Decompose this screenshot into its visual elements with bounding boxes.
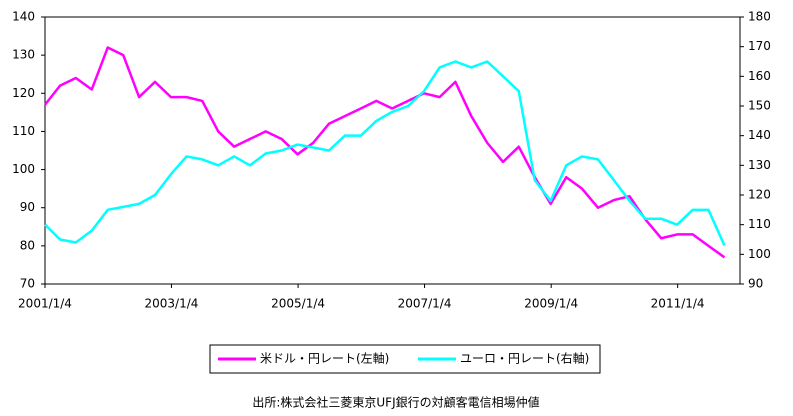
legend-label: 米ドル・円レート(左軸) <box>260 351 389 366</box>
series-line <box>44 60 726 246</box>
series-line <box>44 46 726 259</box>
y-tick-label: 80 <box>20 238 35 252</box>
x-tick-label: 2007/1/4 <box>398 297 452 311</box>
y2-tick-label: 170 <box>748 39 771 53</box>
y2-tick-label: 150 <box>748 99 771 113</box>
source-note: 出所:株式会社三菱東京UFJ銀行の対顧客電信相場仲値 <box>252 395 539 410</box>
x-tick-label: 2005/1/4 <box>271 297 325 311</box>
x-tick-label: 2003/1/4 <box>145 297 199 311</box>
y-tick-label: 110 <box>12 124 35 138</box>
legend-label: ユーロ・円レート(右軸) <box>460 351 589 366</box>
y-tick-label: 90 <box>20 200 35 214</box>
x-tick-label: 2009/1/4 <box>524 297 578 311</box>
y-tick-label: 130 <box>12 48 35 62</box>
x-tick-label: 2011/1/4 <box>651 297 705 311</box>
legend-box <box>209 344 601 374</box>
x-tick-label: 2001/1/4 <box>18 297 72 311</box>
y-tick-label: 70 <box>20 277 35 291</box>
y-tick-label: 140 <box>12 10 35 24</box>
y-tick-label: 120 <box>12 86 35 100</box>
y2-tick-label: 130 <box>748 158 771 172</box>
plot-frame <box>44 16 741 285</box>
y2-tick-label: 100 <box>748 247 771 261</box>
y-tick-label: 100 <box>12 162 35 176</box>
y2-tick-label: 110 <box>748 217 771 231</box>
y2-tick-label: 140 <box>748 128 771 142</box>
y2-tick-label: 180 <box>748 10 771 24</box>
y2-tick-label: 120 <box>748 188 771 202</box>
y2-tick-label: 90 <box>748 277 763 291</box>
y2-tick-label: 160 <box>748 69 771 83</box>
